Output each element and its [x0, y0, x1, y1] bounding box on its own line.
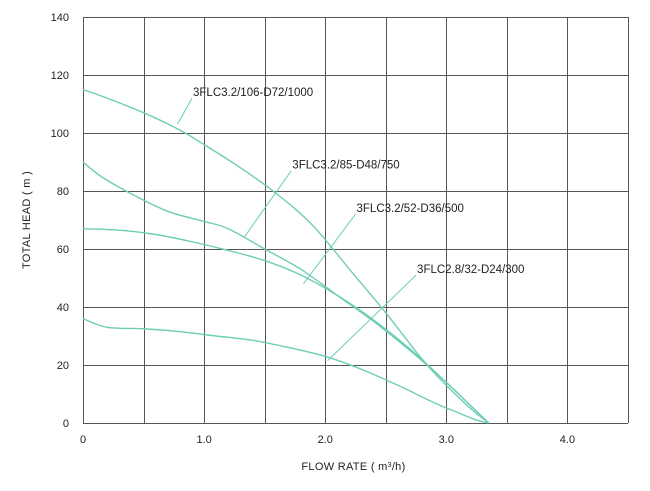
series-label-4: 3FLC2.8/32-D24/300: [417, 264, 524, 276]
series-line-3: [82, 228, 490, 424]
series-leader-line-2: [243, 170, 292, 238]
series-label-2: 3FLC3.2/85-D48/750: [292, 160, 399, 172]
x-axis-title: FLOW RATE ( m3/h): [301, 461, 405, 473]
x-axis-unit-prefix: ( m: [371, 461, 388, 473]
y-tick-label: 20: [57, 360, 69, 372]
y-axis-title: TOTAL HEAD ( m ): [21, 171, 33, 269]
x-axis-unit-superscript: 3: [388, 462, 392, 469]
y-tick-label: 140: [51, 12, 69, 24]
series-lines: [82, 88, 490, 424]
x-tick-label: 1.0: [196, 434, 211, 446]
series-line-4: [82, 317, 489, 424]
x-tick-label: 3.0: [439, 434, 454, 446]
tick-labels: 0 1.0 2.0 3.0 4.0 0 20 40 60 80 100 120 140: [51, 12, 575, 446]
y-tick-label: 40: [57, 302, 69, 314]
y-tick-label: 0: [63, 418, 69, 430]
x-tick-label: 4.0: [560, 434, 575, 446]
y-tick-label: 100: [51, 128, 69, 140]
x-tick-label: 2.0: [318, 434, 333, 446]
series-leader-line-3: [303, 213, 356, 285]
series-annotations: 3FLC3.2/106-D72/1000 3FLC3.2/85-D48/750 3F…: [177, 87, 524, 362]
y-tick-label: 120: [51, 70, 69, 82]
grid: [83, 17, 629, 424]
series-leader-line-4: [327, 274, 417, 362]
x-axis-unit-suffix: /h): [392, 461, 406, 473]
series-leader-line-1: [177, 97, 193, 125]
series-label-1: 3FLC3.2/106-D72/1000: [193, 87, 313, 99]
series-label-3: 3FLC3.2/52-D36/500: [357, 203, 464, 215]
x-tick-label: 0: [80, 434, 86, 446]
series-line-1: [82, 88, 490, 424]
x-axis-title-text: FLOW RATE: [301, 461, 367, 473]
y-tick-label: 80: [57, 186, 69, 198]
y-tick-label: 60: [57, 244, 69, 256]
